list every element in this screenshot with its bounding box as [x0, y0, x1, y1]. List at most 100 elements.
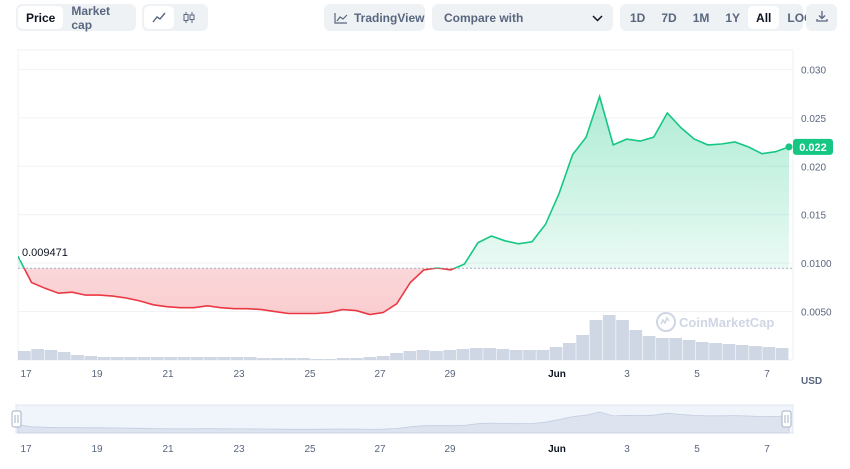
x-tick-label: 19 [91, 369, 103, 380]
navigator-x-tick-label: 19 [91, 444, 103, 455]
volume-bar [775, 348, 789, 360]
volume-bar [150, 357, 164, 360]
navigator-x-tick-label: Jun [548, 444, 566, 455]
volume-bar [164, 357, 177, 360]
volume-bar [656, 338, 669, 360]
y-axis: 0.030 0.025 0.020 0.015 0.0100 0.0050 [801, 65, 832, 318]
y-unit-label: USD [801, 376, 822, 387]
x-tick-label: 25 [304, 369, 316, 380]
volume-bar [124, 357, 138, 360]
range-all[interactable]: All [748, 6, 780, 29]
volume-bar [376, 356, 390, 360]
navigator-x-tick-label: 5 [694, 444, 700, 455]
volume-bar [602, 315, 616, 360]
volume-bar [323, 359, 337, 360]
navigator-x-tick-label: 23 [233, 444, 245, 455]
volume-bar [97, 357, 111, 360]
range-1y[interactable]: 1Y [725, 10, 741, 25]
compare-dropdown[interactable]: Compare with [432, 4, 613, 31]
compare-label: Compare with [444, 10, 524, 25]
navigator-handle-left[interactable] [11, 410, 22, 428]
volume-bar [350, 358, 364, 360]
tradingview-label: TradingView [354, 10, 425, 25]
volume-bar [403, 351, 417, 360]
volume-bar [57, 352, 71, 360]
volume-bar [283, 358, 297, 360]
volume-bar [243, 357, 257, 360]
volume-bar [483, 348, 496, 360]
volume-bar [416, 350, 430, 360]
volume-bar [31, 349, 44, 360]
chart-type-toggle [142, 4, 208, 31]
navigator[interactable]: 17 19 21 23 25 27 29 Jun 3 5 7 [11, 404, 794, 455]
x-tick-label: 5 [694, 369, 700, 380]
volume-bar [549, 347, 563, 360]
navigator-handle-right[interactable] [781, 410, 792, 428]
download-button[interactable] [806, 4, 837, 31]
tab-market-cap[interactable]: Market cap [71, 3, 111, 32]
range-1m[interactable]: 1M [692, 10, 710, 25]
volume-bar [642, 336, 656, 360]
navigator-x-tick-label: 17 [20, 444, 32, 455]
volume-bar [443, 350, 457, 360]
y-tick-label: 0.0100 [801, 259, 832, 270]
x-tick-label: Jun [548, 369, 566, 380]
watermark-text: CoinMarketCap [679, 315, 774, 330]
volume-bar [629, 330, 643, 360]
volume-bar [709, 343, 722, 360]
chart-trend-icon [326, 6, 354, 29]
navigator-x-tick-label: 7 [764, 444, 770, 455]
volume-bar [456, 349, 470, 360]
x-tick-label: 21 [162, 369, 174, 380]
volume-bar [496, 349, 510, 360]
y-tick-label: 0.0050 [801, 308, 832, 319]
price-line-up [18, 93, 790, 269]
x-tick-label: 7 [764, 369, 770, 380]
area-above-baseline [18, 96, 789, 269]
volume-bar [669, 338, 683, 360]
tab-price[interactable]: Price [18, 6, 64, 29]
volume-bar [523, 350, 536, 360]
navigator-series [17, 411, 790, 434]
volume-bar [217, 357, 231, 360]
y-tick-label: 0.030 [801, 65, 826, 76]
volume-bar [616, 320, 629, 360]
volume-bar [137, 357, 151, 360]
volume-bar [71, 355, 84, 360]
volume-bar [682, 340, 696, 360]
volume-bars [18, 315, 789, 360]
tradingview-button[interactable]: TradingView [324, 4, 425, 31]
range-7d[interactable]: 7D [661, 10, 677, 25]
range-1d[interactable]: 1D [630, 10, 646, 25]
x-tick-label: 23 [233, 369, 245, 380]
y-tick-label: 0.025 [801, 114, 826, 125]
volume-bar [257, 358, 270, 360]
volume-bar [563, 343, 576, 360]
volume-bar [84, 356, 98, 360]
chevron-down-icon [592, 9, 603, 27]
x-axis: 17 19 21 23 25 27 29 Jun 3 5 7 [20, 369, 770, 380]
candlestick-icon[interactable] [174, 6, 204, 29]
metric-toggle: Price Market cap [16, 3, 136, 32]
line-chart-icon[interactable] [144, 6, 174, 29]
volume-bar [762, 347, 776, 360]
volume-bar [509, 350, 523, 360]
volume-bar [190, 357, 204, 360]
volume-bar [18, 351, 31, 360]
volume-bar [204, 357, 217, 360]
current-price-label: 0.022 [799, 142, 827, 154]
navigator-x-tick-label: 29 [444, 444, 456, 455]
volume-bar [44, 350, 58, 360]
navigator-x-axis: 17 19 21 23 25 27 29 Jun 3 5 7 [20, 444, 770, 455]
area-below-baseline [24, 268, 455, 315]
volume-bar [735, 345, 749, 360]
x-tick-label: 29 [444, 369, 456, 380]
volume-bar [337, 358, 350, 360]
volume-bar [589, 320, 603, 360]
volume-bar [270, 358, 284, 360]
volume-bar [536, 350, 550, 360]
current-price-badge [793, 138, 833, 155]
baseline-label: 0.009471 [22, 247, 68, 259]
x-tick-label: 3 [624, 369, 630, 380]
